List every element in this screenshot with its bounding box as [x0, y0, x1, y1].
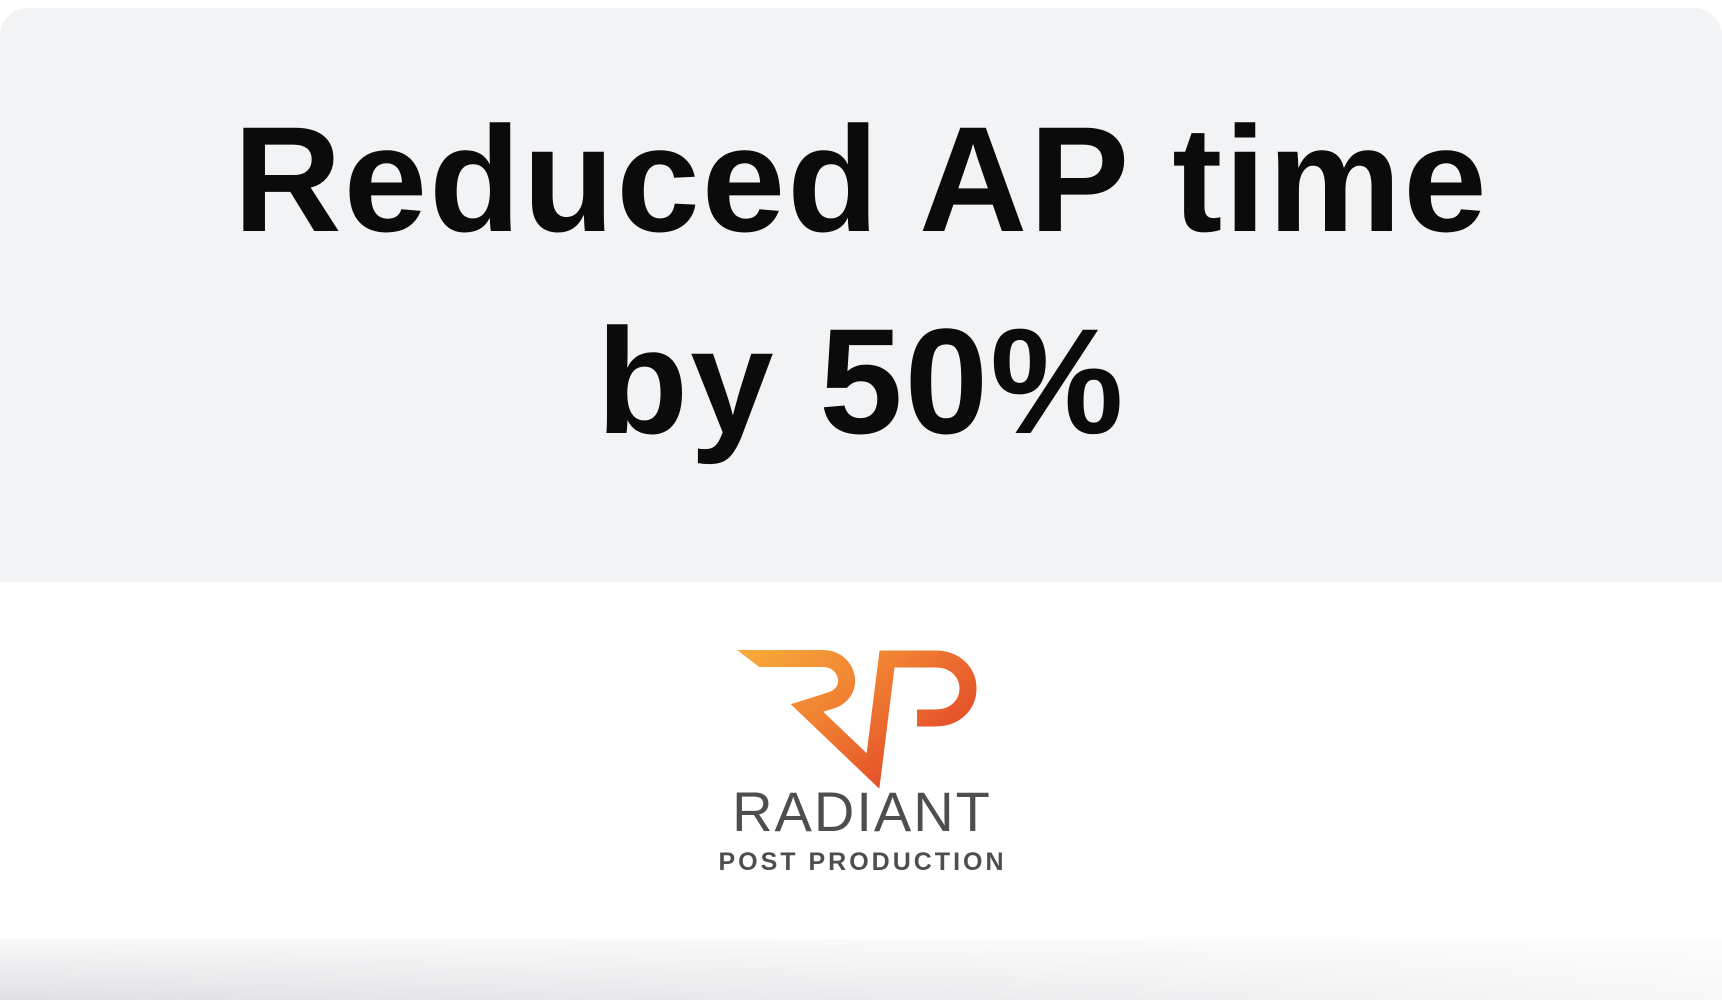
- radiant-wordmark: RADIANT: [732, 780, 992, 843]
- rp-monogram-path: [736, 650, 977, 788]
- rp-monogram-icon: [734, 648, 977, 788]
- headline-line-2: by 50%: [596, 297, 1126, 465]
- headline-line-1: Reduced AP time: [233, 94, 1489, 263]
- logo-panel: RADIANT POST PRODUCTION: [0, 582, 1722, 939]
- headline-panel: Reduced AP time by 50%: [0, 8, 1722, 582]
- rp-tip-cut: [734, 648, 763, 670]
- stat-card: Reduced AP time by 50% RADIANT POST PRO: [0, 8, 1722, 939]
- card-ground-shadow: [0, 939, 1722, 1000]
- post-production-label: POST PRODUCTION: [718, 848, 1007, 876]
- headline: Reduced AP time by 50%: [233, 78, 1488, 483]
